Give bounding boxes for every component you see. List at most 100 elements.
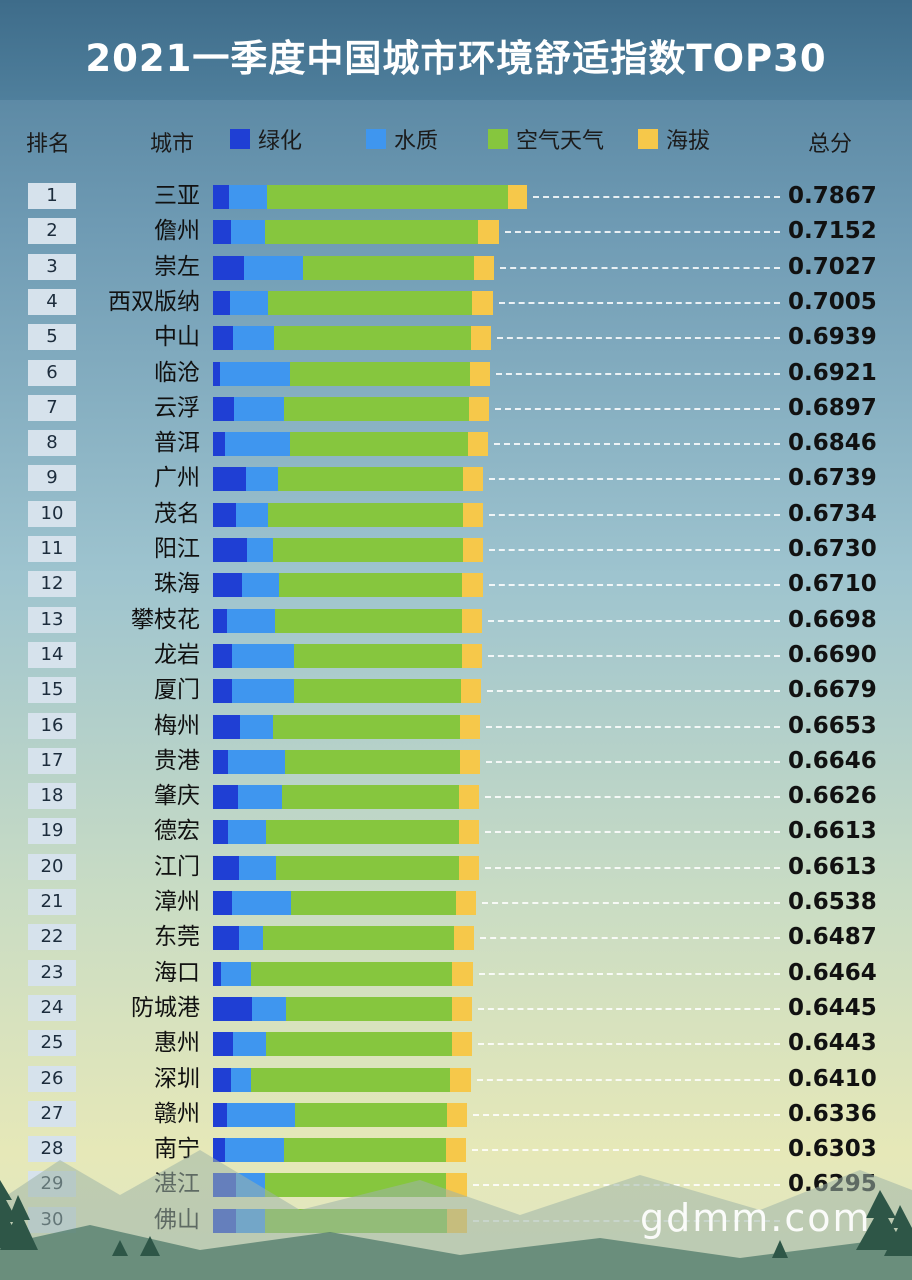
chart-row: 22 东莞 0.6487 bbox=[0, 921, 912, 953]
rank-label: 5 bbox=[28, 324, 76, 351]
bar-segment-altitude bbox=[474, 255, 495, 280]
stacked-bar bbox=[213, 1173, 467, 1198]
leader-line bbox=[495, 407, 780, 410]
bar-segment-altitude bbox=[458, 820, 479, 845]
rank-label: 24 bbox=[28, 994, 76, 1021]
rank-label: 19 bbox=[28, 818, 76, 845]
chart-row: 20 江门 0.6613 bbox=[0, 851, 912, 883]
leader-line bbox=[498, 301, 780, 304]
leader-line bbox=[493, 443, 780, 446]
city-label: 临沧 bbox=[154, 359, 200, 386]
leader-line bbox=[496, 337, 780, 340]
bar-segment-greening bbox=[213, 891, 232, 915]
rank-label: 15 bbox=[28, 677, 76, 704]
bar-segment-air-weather bbox=[266, 1032, 453, 1057]
bar-segment-greening bbox=[213, 502, 236, 527]
total-score: 0.6464 bbox=[788, 959, 877, 986]
bar-segment-air-weather bbox=[262, 926, 454, 951]
chart-row: 28 南宁 0.6303 bbox=[0, 1133, 912, 1165]
bar-segment-air-weather bbox=[303, 255, 475, 280]
city-label: 龙岩 bbox=[154, 641, 200, 668]
rank-label: 22 bbox=[28, 924, 76, 951]
chart-row: 2 儋州 0.7152 bbox=[0, 215, 912, 247]
leader-line bbox=[481, 902, 780, 904]
bar-segment-altitude bbox=[459, 749, 480, 774]
bar-segment-altitude bbox=[451, 996, 472, 1021]
chart-row: 25 惠州 0.6443 bbox=[0, 1027, 912, 1059]
leader-line bbox=[485, 796, 780, 799]
rank-label: 17 bbox=[28, 747, 76, 774]
bar-segment-air-weather bbox=[285, 996, 452, 1021]
bar-segment-water bbox=[243, 255, 304, 280]
bar-segment-greening bbox=[213, 1067, 231, 1092]
total-score: 0.6921 bbox=[788, 359, 877, 386]
bar-segment-greening bbox=[213, 573, 243, 598]
total-score: 0.7005 bbox=[788, 288, 877, 315]
leader-line bbox=[500, 266, 780, 269]
bar-segment-greening bbox=[213, 538, 247, 562]
leader-line bbox=[488, 619, 780, 622]
rank-label: 1 bbox=[28, 183, 76, 209]
leader-line bbox=[488, 478, 780, 481]
leader-line bbox=[486, 725, 780, 728]
bar-segment-water bbox=[224, 432, 290, 457]
total-score: 0.6679 bbox=[788, 677, 877, 704]
rank-label: 8 bbox=[28, 430, 76, 457]
stacked-bar bbox=[213, 573, 483, 598]
bar-segment-water bbox=[239, 926, 263, 951]
title-band bbox=[0, 0, 912, 100]
bar-segment-air-weather bbox=[265, 1208, 448, 1233]
leader-line bbox=[472, 1184, 780, 1187]
leader-line bbox=[488, 584, 780, 587]
city-label: 江门 bbox=[154, 853, 200, 880]
stacked-bar bbox=[213, 714, 481, 739]
bar-segment-altitude bbox=[467, 432, 488, 457]
bar-segment-water bbox=[221, 961, 252, 986]
chart-row: 18 肇庆 0.6626 bbox=[0, 780, 912, 812]
bar-segment-altitude bbox=[452, 961, 473, 986]
bar-segment-greening bbox=[213, 820, 229, 845]
bar-segment-air-weather bbox=[283, 1138, 447, 1163]
total-score: 0.7152 bbox=[788, 218, 877, 245]
chart-row: 16 梅州 0.6653 bbox=[0, 710, 912, 742]
bar-segment-water bbox=[242, 573, 279, 598]
bar-segment-altitude bbox=[455, 891, 476, 915]
stacked-bar bbox=[213, 1102, 467, 1127]
bar-segment-greening bbox=[213, 608, 228, 633]
total-score: 0.6939 bbox=[788, 324, 877, 351]
rank-label: 23 bbox=[28, 959, 76, 986]
bar-segment-water bbox=[251, 996, 286, 1021]
rank-label: 10 bbox=[28, 500, 76, 527]
watermark: gdmm.com bbox=[640, 1196, 872, 1240]
stacked-bar bbox=[213, 749, 480, 774]
bar-segment-air-weather bbox=[268, 290, 473, 315]
total-score: 0.7027 bbox=[788, 253, 877, 280]
chart-row: 14 龙岩 0.6690 bbox=[0, 639, 912, 671]
bar-segment-water bbox=[227, 608, 276, 633]
total-score: 0.6739 bbox=[788, 465, 877, 492]
bar-segment-air-weather bbox=[276, 855, 459, 880]
bar-segment-air-weather bbox=[290, 891, 456, 915]
legend-swatch-greening bbox=[230, 129, 250, 149]
bar-segment-altitude bbox=[450, 1067, 471, 1092]
city-label: 湛江 bbox=[154, 1171, 200, 1198]
total-score: 0.6710 bbox=[788, 571, 877, 598]
leader-line bbox=[489, 513, 780, 516]
bar-segment-air-weather bbox=[274, 326, 471, 351]
total-header: 总分 bbox=[808, 132, 853, 157]
rank-label: 12 bbox=[28, 571, 76, 598]
bar-segment-altitude bbox=[472, 290, 493, 315]
bar-segment-greening bbox=[213, 467, 247, 492]
city-label: 云浮 bbox=[154, 394, 200, 421]
chart-row: 9 广州 0.6739 bbox=[0, 462, 912, 494]
leader-line bbox=[487, 690, 780, 693]
bar-segment-water bbox=[233, 1032, 267, 1057]
chart-row: 11 阳江 0.6730 bbox=[0, 533, 912, 565]
chart-row: 7 云浮 0.6897 bbox=[0, 392, 912, 424]
bar-segment-water bbox=[231, 891, 291, 915]
legend-swatch-water bbox=[366, 129, 386, 149]
chart-title: 2021一季度中国城市环境舒适指数TOP30 bbox=[85, 37, 827, 80]
chart-row: 5 中山 0.6939 bbox=[0, 321, 912, 353]
bar-segment-air-weather bbox=[281, 785, 460, 810]
total-score: 0.6487 bbox=[788, 924, 877, 951]
